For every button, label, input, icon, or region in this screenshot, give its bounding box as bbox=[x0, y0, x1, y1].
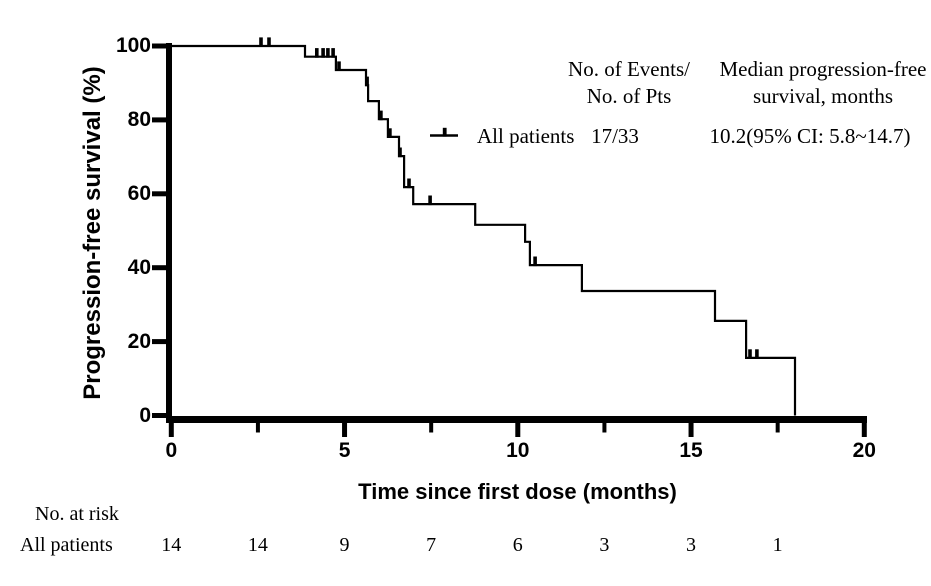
x-tick-label-0: 0 bbox=[165, 439, 178, 462]
x-tick-label-20: 20 bbox=[852, 439, 876, 462]
survival-step-curve bbox=[166, 44, 797, 416]
y-tick-label-60: 60 bbox=[127, 181, 151, 205]
legend-header-events: No. of Events/ No. of Pts bbox=[568, 56, 690, 110]
at-risk-value-10: 6 bbox=[512, 534, 523, 556]
censor-tick bbox=[398, 147, 402, 158]
legend-header-median-line2: survival, months bbox=[752, 84, 893, 108]
censor-tick bbox=[259, 37, 263, 47]
x-tick-label-5: 5 bbox=[338, 439, 351, 462]
legend-header-events-line1: No. of Events/ bbox=[568, 57, 690, 81]
at-risk-value-5: 9 bbox=[339, 534, 350, 556]
y-tick-label-80: 80 bbox=[127, 107, 151, 131]
legend-header-median: Median progression-free survival, months bbox=[719, 56, 926, 110]
censor-tick bbox=[428, 195, 432, 206]
censor-tick bbox=[267, 37, 271, 47]
legend-median-value: 10.2(95% CI: 5.8~14.7) bbox=[709, 124, 911, 148]
censor-tick bbox=[315, 48, 319, 58]
x-tick-label-15: 15 bbox=[679, 439, 703, 462]
x-tick-label-10: 10 bbox=[506, 439, 530, 462]
censor-tick bbox=[321, 48, 325, 58]
at-risk-row-label: All patients bbox=[20, 534, 113, 556]
censor-tick bbox=[326, 48, 330, 58]
censor-tick bbox=[379, 110, 383, 121]
legend-events-value: 17/33 bbox=[591, 124, 639, 148]
y-tick-label-20: 20 bbox=[127, 329, 151, 353]
censor-tick bbox=[337, 61, 341, 71]
legend-series-label: All patients bbox=[477, 124, 575, 148]
legend-header-median-line1: Median progression-free bbox=[719, 57, 927, 81]
at-risk-value-12.5: 3 bbox=[599, 534, 610, 556]
at-risk-value-0: 14 bbox=[161, 534, 182, 556]
censor-tick bbox=[388, 128, 392, 138]
at-risk-value-7.5: 7 bbox=[426, 534, 437, 556]
censor-tick bbox=[748, 349, 752, 359]
legend-header-events-line2: No. of Pts bbox=[586, 84, 672, 108]
censor-tick bbox=[407, 178, 411, 189]
at-risk-value-15: 3 bbox=[686, 534, 697, 556]
censor-tick bbox=[755, 349, 759, 359]
y-tick-label-0: 0 bbox=[139, 403, 151, 427]
at-risk-title: No. at risk bbox=[35, 503, 119, 525]
y-tick-label-40: 40 bbox=[127, 255, 151, 279]
at-risk-value-17.5: 1 bbox=[772, 534, 783, 556]
censor-tick bbox=[331, 48, 335, 58]
y-tick-label-100: 100 bbox=[115, 34, 151, 57]
censor-tick bbox=[365, 76, 369, 87]
at-risk-value-2.5: 14 bbox=[247, 534, 268, 556]
y-axis-title: Progression-free survival (%) bbox=[79, 66, 106, 400]
censor-tick bbox=[533, 256, 537, 267]
x-axis-title: Time since first dose (months) bbox=[358, 479, 677, 504]
legend-censor-symbol bbox=[442, 127, 447, 137]
